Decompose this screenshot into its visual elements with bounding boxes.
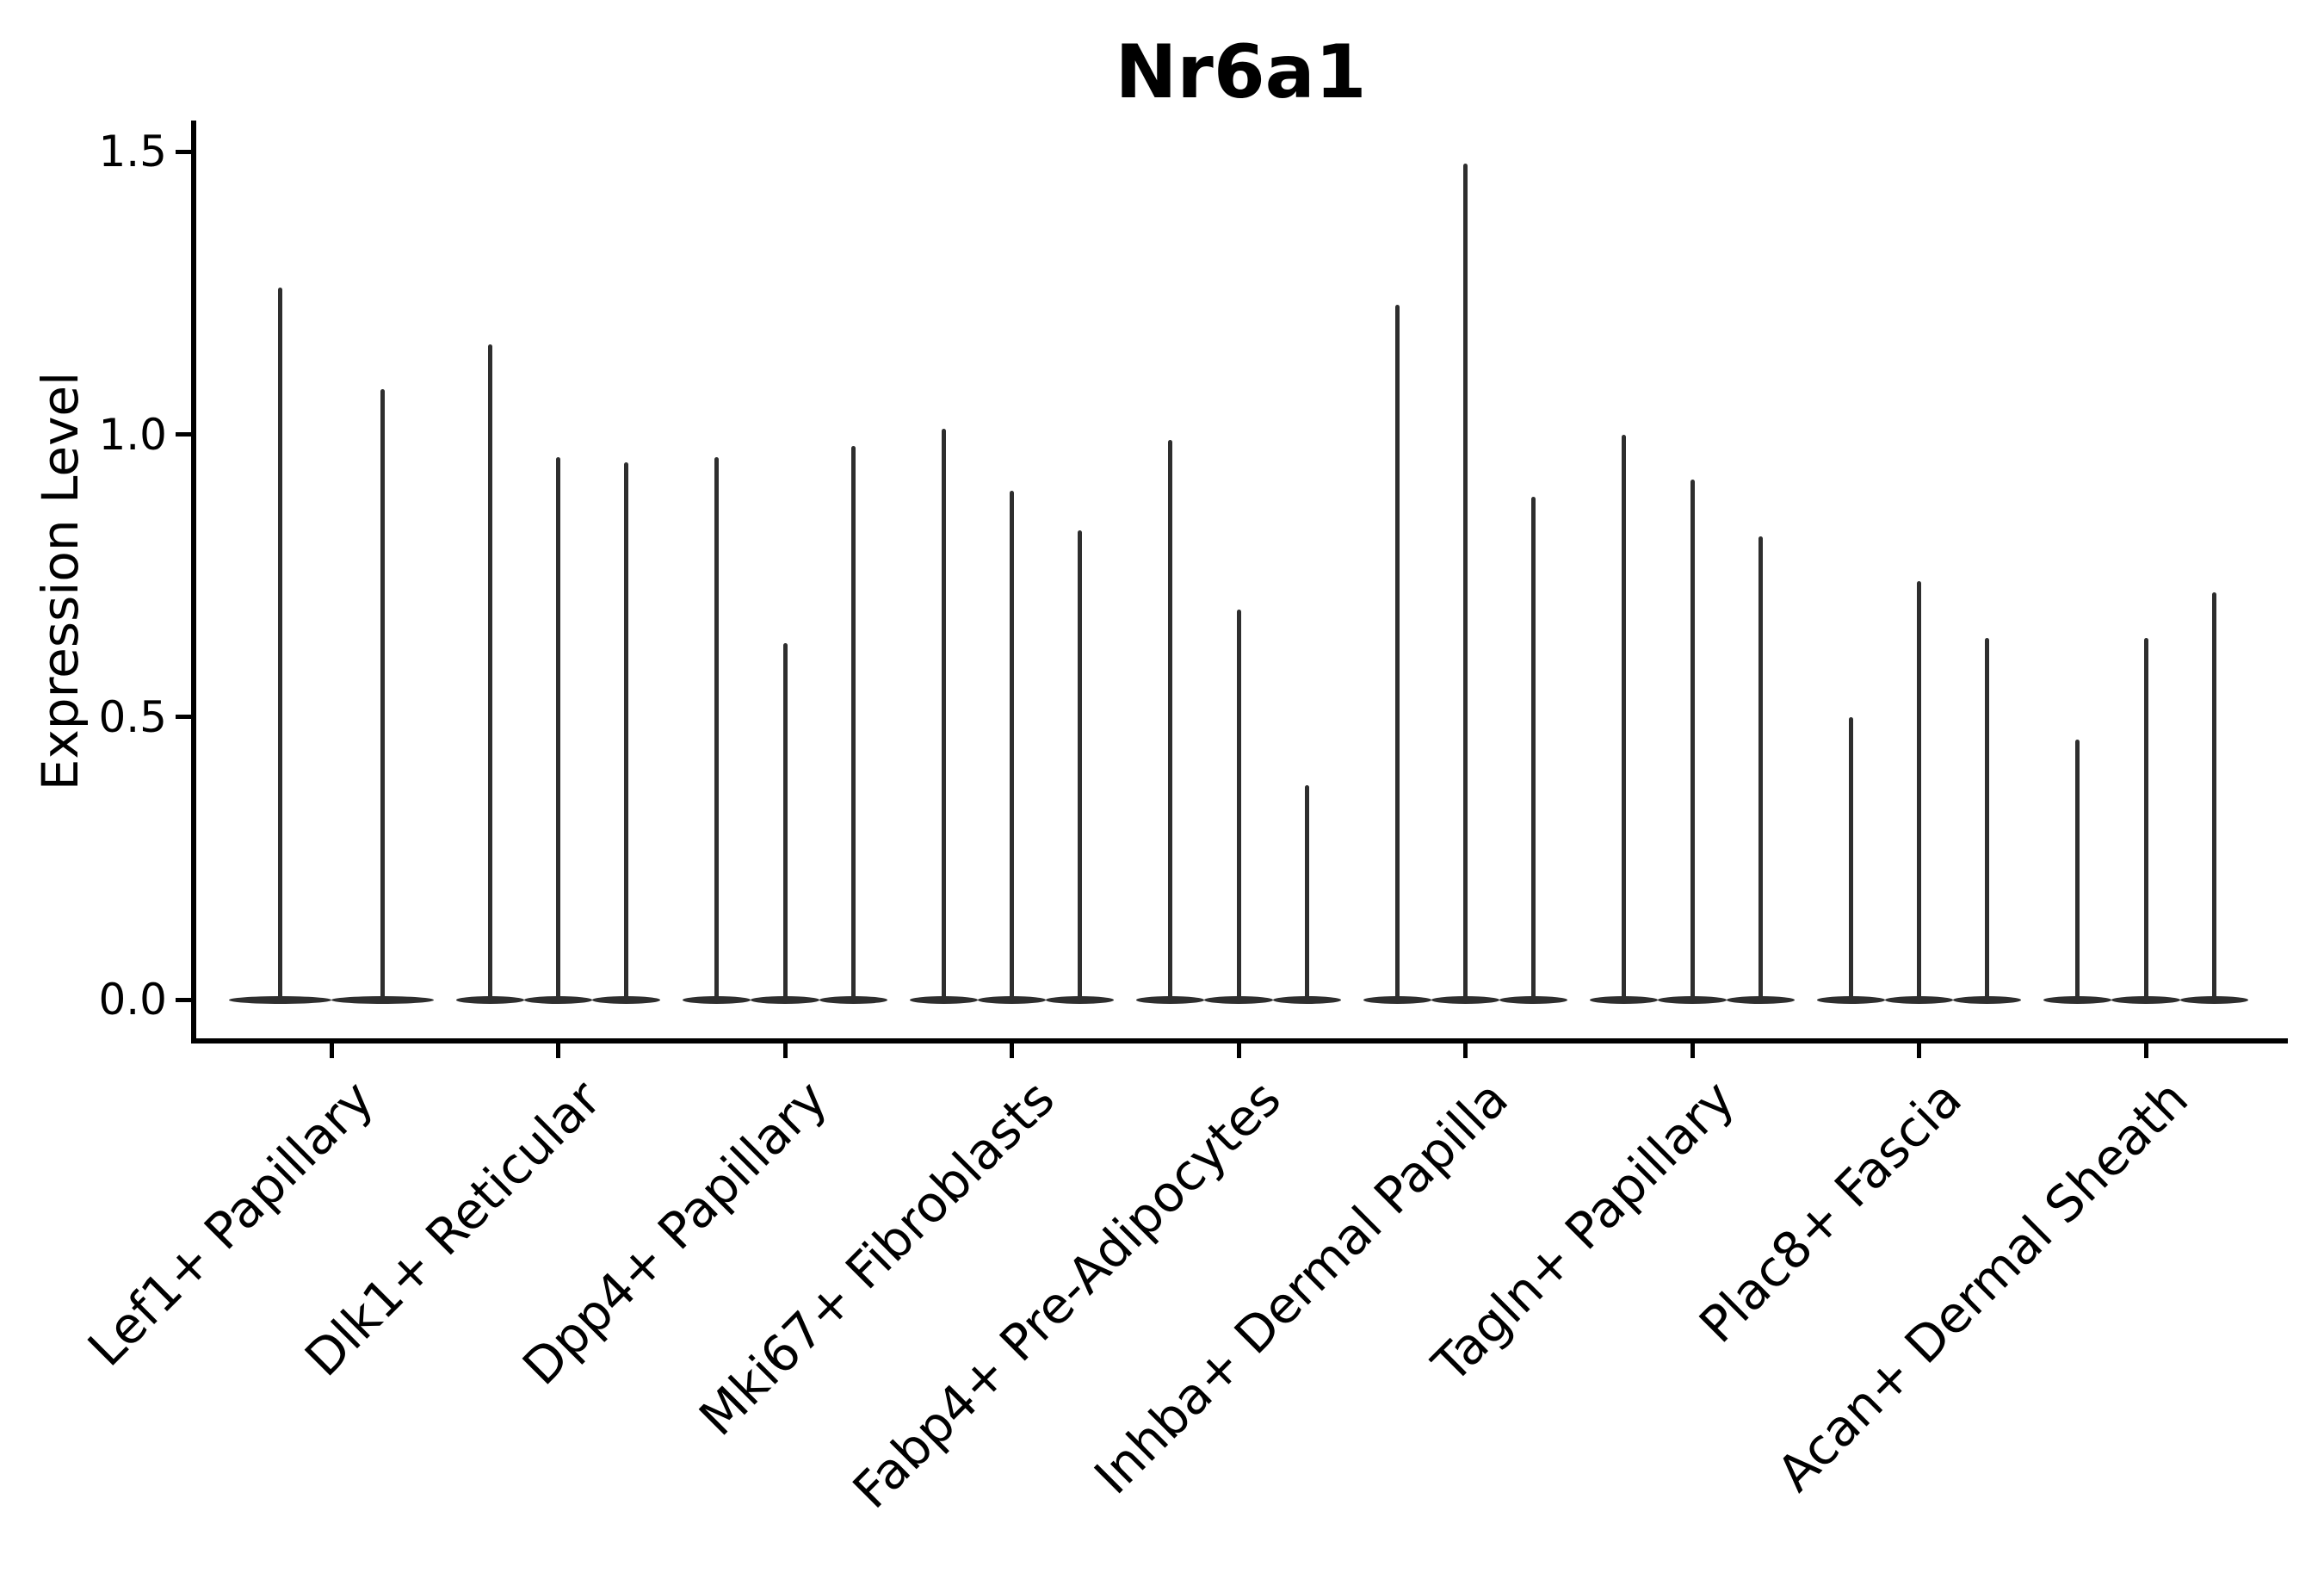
violin-needle	[556, 456, 560, 1000]
violin-needle	[941, 429, 946, 1000]
violin-needle	[624, 462, 629, 1000]
violin-base	[1204, 995, 1273, 1004]
y-tick-label: 0.5	[98, 691, 167, 742]
violin-base	[1272, 995, 1341, 1004]
violin-base	[2111, 995, 2180, 1004]
violin-base	[1590, 995, 1659, 1004]
violin-needle	[850, 445, 856, 1000]
violin-base	[977, 995, 1047, 1004]
y-tick-mark	[176, 149, 194, 154]
chart-title: Nr6a1	[1115, 29, 1367, 115]
violin-base	[1431, 995, 1500, 1004]
violin-base	[1658, 995, 1727, 1004]
y-axis-spine	[191, 121, 196, 1043]
violin-needle	[1236, 610, 1241, 1000]
violin-base	[751, 995, 819, 1004]
violin-needle	[380, 389, 385, 1000]
violin-base	[523, 995, 593, 1004]
x-tick-label: Dpp4+ Papillary	[511, 1068, 838, 1397]
violin-base	[592, 995, 661, 1004]
violin-base	[2179, 995, 2248, 1004]
violin-needle	[714, 456, 720, 1000]
x-tick-mark	[1690, 1038, 1695, 1058]
y-tick-label: 0.0	[98, 975, 167, 1025]
violin-needle	[1531, 496, 1536, 1000]
violin-base	[229, 995, 331, 1004]
y-tick-mark	[176, 432, 194, 437]
x-tick-mark	[1010, 1038, 1014, 1058]
violin-needle	[2143, 637, 2148, 1000]
violin-base	[683, 995, 751, 1004]
x-tick-mark	[1463, 1038, 1468, 1058]
violin-base	[909, 995, 978, 1004]
violin-base	[1499, 995, 1568, 1004]
x-tick-label: Acan+ Dermal Sheath	[1765, 1068, 2199, 1503]
x-tick-label: Fabp4+ Pre-Adipocytes	[841, 1068, 1292, 1520]
x-tick-mark	[1917, 1038, 1921, 1058]
violin-needle	[1078, 530, 1083, 1000]
violin-needle	[2075, 740, 2080, 1000]
violin-base	[1363, 995, 1431, 1004]
violin-needle	[1463, 163, 1468, 1000]
violin-needle	[782, 643, 788, 1000]
violin-needle	[1985, 637, 1990, 1000]
violin-base	[1884, 995, 1954, 1004]
violin-needle	[1622, 434, 1627, 1000]
x-tick-label: Dlk1+ Reticular	[293, 1068, 612, 1388]
violin-needle	[1917, 581, 1921, 1000]
y-axis-label: Expression Level	[31, 371, 90, 791]
y-tick-mark	[176, 715, 194, 720]
violin-base	[1136, 995, 1205, 1004]
violin-needle	[2211, 592, 2216, 1000]
violin-base	[1816, 995, 1885, 1004]
violin-needle	[1690, 480, 1695, 1000]
y-tick-label: 1.0	[98, 409, 167, 460]
y-tick-mark	[176, 997, 194, 1002]
violin-needle	[1848, 716, 1853, 1000]
violin-base	[2043, 995, 2112, 1004]
violin-base	[1046, 995, 1115, 1004]
violin-needle	[1758, 536, 1763, 1000]
x-tick-mark	[556, 1038, 560, 1058]
x-tick-mark	[329, 1038, 334, 1058]
x-tick-mark	[2143, 1038, 2148, 1058]
x-tick-label: Mki67+ Fibroblasts	[687, 1068, 1066, 1447]
violin-needle	[1168, 440, 1173, 1000]
violin-base	[819, 995, 887, 1004]
violin-needle	[1010, 491, 1014, 1000]
x-tick-label: Inhba+ Dermal Papilla	[1082, 1068, 1519, 1506]
violin-needle	[278, 287, 283, 1000]
x-tick-mark	[782, 1038, 788, 1058]
violin-base	[1953, 995, 2022, 1004]
violin-needle	[487, 344, 492, 1000]
x-tick-label: Tagln+ Papillary	[1421, 1068, 1746, 1394]
violin-base	[331, 995, 434, 1004]
x-tick-mark	[1236, 1038, 1241, 1058]
x-tick-label: Plac8+ Fascia	[1687, 1068, 1973, 1354]
violin-base	[455, 995, 524, 1004]
violin-needle	[1304, 784, 1309, 1000]
y-tick-label: 1.5	[98, 127, 167, 177]
violin-needle	[1394, 304, 1400, 1000]
violin-base	[1726, 995, 1795, 1004]
